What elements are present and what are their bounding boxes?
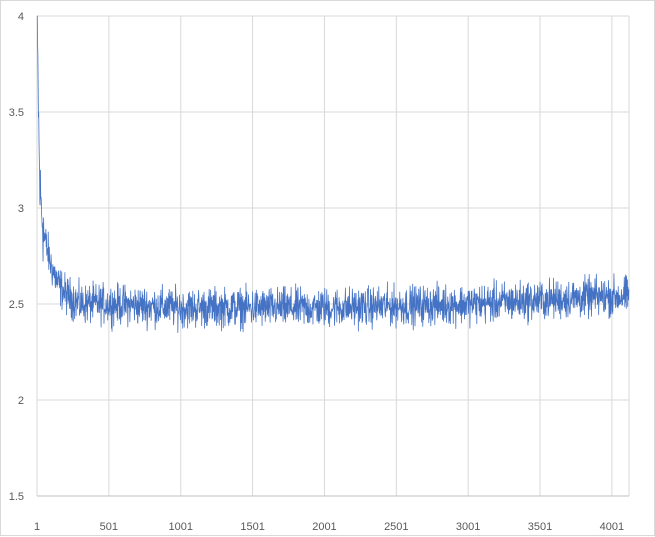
x-tick-label: 1001	[168, 521, 192, 533]
y-tick-label: 4	[18, 11, 24, 23]
y-tick-label: 3.5	[9, 107, 24, 119]
series-line	[36, 15, 630, 334]
x-tick-label: 2001	[312, 521, 336, 533]
x-tick-label: 501	[100, 521, 118, 533]
y-tick-label: 1.5	[9, 491, 24, 503]
x-tick-label: 1	[34, 521, 40, 533]
x-tick-label: 2501	[384, 521, 408, 533]
x-tick-label: 3501	[528, 521, 552, 533]
x-tick-label: 3001	[456, 521, 480, 533]
tick-labels: 1.522.533.541 501 1001 1501 2001 2501 3001 3501…	[9, 11, 624, 533]
x-tick-label: 4001	[600, 521, 624, 533]
y-tick-label: 3	[18, 203, 24, 215]
y-tick-label: 2	[18, 395, 24, 407]
x-tick-label: 1501	[240, 521, 264, 533]
series-layer	[36, 15, 630, 334]
y-tick-label: 2.5	[9, 299, 24, 311]
gridlines	[36, 15, 630, 497]
